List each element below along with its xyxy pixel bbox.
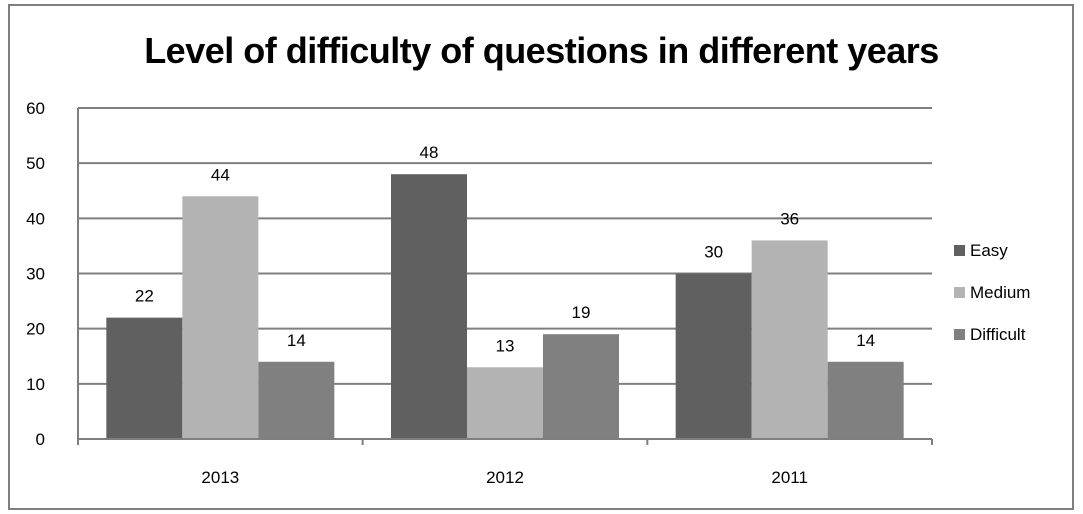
legend-label-difficult: Difficult: [970, 325, 1026, 344]
bar-easy-2012: [391, 174, 467, 439]
y-tick-label: 0: [36, 430, 45, 449]
y-tick-label: 50: [26, 154, 45, 173]
y-tick-label: 20: [26, 320, 45, 339]
data-label: 13: [496, 336, 515, 355]
data-label: 19: [572, 303, 591, 322]
bar-easy-2011: [675, 273, 752, 439]
legend-label-easy: Easy: [970, 241, 1008, 260]
data-label: 14: [287, 331, 306, 350]
bar-difficult-2012: [543, 334, 619, 439]
legend-swatch-easy: [954, 245, 965, 256]
data-label: 22: [135, 287, 154, 306]
data-label: 36: [780, 209, 799, 228]
bar-medium-2011: [751, 240, 828, 439]
x-tick-label: 2011: [771, 468, 808, 487]
bar-medium-2012: [467, 367, 543, 439]
bar-difficult-2013: [258, 361, 335, 439]
data-label: 14: [856, 331, 875, 350]
legend-swatch-medium: [954, 287, 965, 298]
y-tick-label: 60: [26, 99, 45, 118]
x-tick-label: 2013: [201, 468, 239, 487]
x-tick-label: 2012: [486, 468, 524, 487]
y-tick-label: 40: [26, 209, 45, 228]
data-label: 48: [420, 143, 439, 162]
chart-title: Level of difficulty of questions in diff…: [144, 30, 939, 71]
data-label: 30: [704, 243, 723, 262]
data-label: 44: [211, 165, 230, 184]
y-tick-label: 30: [26, 265, 45, 284]
bar-medium-2013: [182, 196, 259, 439]
legend-swatch-difficult: [954, 329, 965, 340]
bar-easy-2013: [106, 317, 183, 439]
y-tick-label: 10: [26, 375, 45, 394]
bar-difficult-2011: [827, 361, 904, 439]
legend-label-medium: Medium: [970, 283, 1030, 302]
